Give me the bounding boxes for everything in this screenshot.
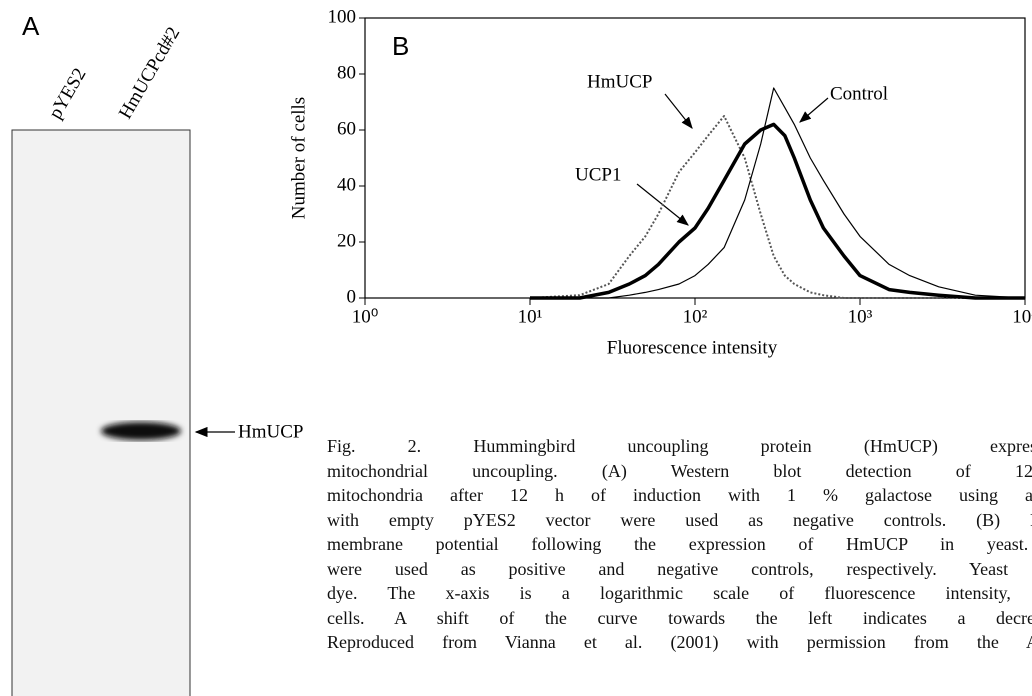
x-tick-label: 10³ [848,306,873,327]
caption-line: were used as positive and negative contr… [327,558,1032,579]
blot [11,129,191,696]
caption-line: membrane potential following the express… [327,534,1032,554]
y-axis-label: Number of cells [288,97,309,219]
caption-line: mitochondria after 12 h of induction wit… [327,485,1032,505]
series-line [530,122,1025,300]
caption-line: cells. A shift of the curve towards the … [327,607,1032,628]
series-line [530,87,1026,299]
y-tick-label: 40 [337,174,356,195]
caption-line: Reproduced from Vianna et al. (2001) wit… [327,632,1032,652]
caption-line: Fig. 2. Hummingbird uncoupling protein (… [327,436,1032,456]
lane-label: HmUCPcd#2 [115,23,184,122]
histogram: B Fluorescence intensity Number of cells… [288,6,1032,358]
caption-line: mitochondrial uncoupling. (A) Western bl… [327,460,1032,481]
plot-frame [364,17,1026,299]
x-tick-label: 10² [683,306,708,327]
x-tick-label: 10⁰ [352,306,379,327]
curve-label: UCP1 [575,164,621,185]
y-tick-label: 20 [337,230,356,251]
y-tick-label: 80 [337,62,356,83]
x-axis-label: Fluorescence intensity [607,337,778,358]
blot-band [101,422,181,440]
annotation-arrow [664,93,693,129]
panel-label: A [22,11,40,41]
caption: Fig. 2. Hummingbird uncoupling protein (… [327,434,1032,655]
series-line [529,115,1025,299]
annotation-arrow [799,97,829,123]
caption-line: with empty pYES2 vector were used as neg… [327,509,1032,530]
curve-label: Control [830,83,888,104]
panel-label: B [392,31,409,61]
caption-line: dye. The x-axis is a logarithmic scale o… [327,583,1032,603]
lane-label: pYES2 [45,65,91,123]
y-tick-label: 100 [328,6,357,27]
y-tick-label: 60 [337,118,356,139]
y-tick-label: 0 [347,286,357,307]
x-tick-label: 10¹ [518,306,543,327]
curve-label: HmUCP [587,71,652,92]
band-label: HmUCP [238,421,303,442]
x-tick-label: 10⁴ [1012,306,1032,327]
